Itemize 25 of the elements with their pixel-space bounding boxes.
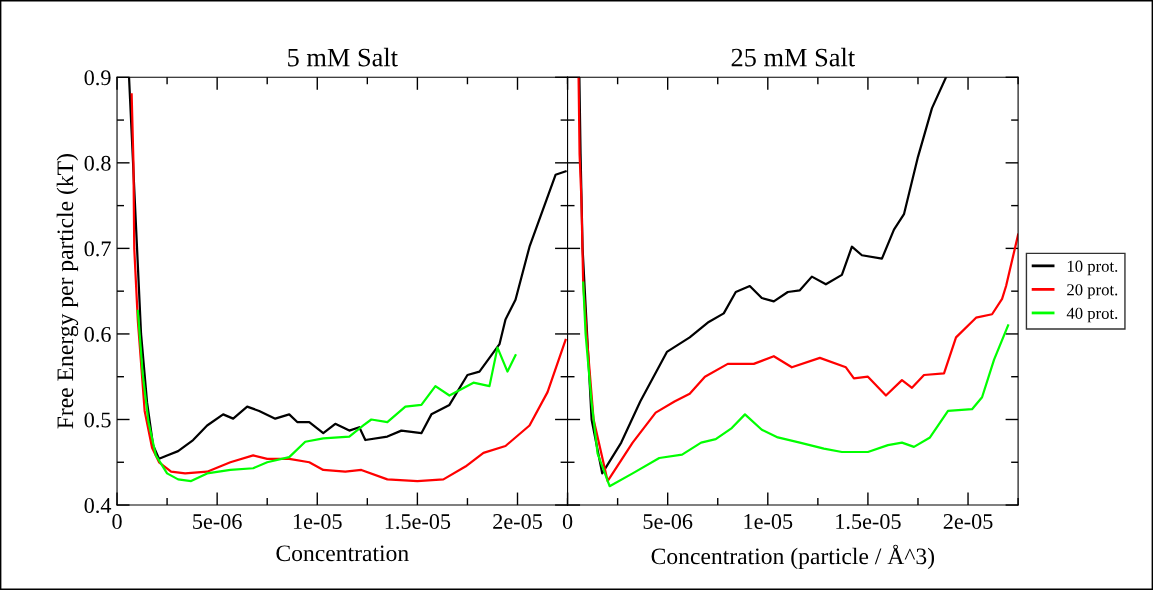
x-axis-title: Concentration: [276, 545, 409, 562]
y-tick-label: 0.5: [84, 412, 111, 428]
chart-title: 25 mM Salt: [731, 47, 855, 67]
x-tick-label: 1e-05: [293, 514, 342, 530]
legend-label: 40 prot.: [1066, 307, 1118, 323]
x-tick-label: 5e-06: [643, 514, 693, 530]
line-series: [136, 309, 517, 483]
y-tick-label: 0.7: [84, 241, 111, 257]
y-tick-label: 0.8: [84, 155, 111, 171]
x-tick-label: 5e-06: [193, 514, 242, 530]
x-tick-label: 1e-05: [744, 514, 793, 530]
x-axis-title: Concentration (particle / Å^3): [651, 544, 935, 570]
y-tick-label: 0.6: [84, 326, 111, 342]
y-tick-label: 0.4: [84, 497, 112, 514]
y-tick-label: 0.9: [84, 70, 111, 86]
legend-label: 20 prot.: [1067, 284, 1118, 299]
x-tick-label: 1.5e-05: [836, 514, 901, 530]
x-tick-label: 0: [562, 514, 573, 530]
chart-title: 5 mM Salt: [288, 47, 398, 67]
x-tick-label: 1.5e-05: [385, 514, 451, 530]
x-tick-label: 2e-05: [493, 514, 542, 530]
x-tick-label: 2e-05: [943, 514, 993, 530]
y-axis-title: Free Energy per particle (kT): [56, 154, 79, 429]
legend-label: 10 prot.: [1067, 260, 1118, 276]
x-tick-label: 0: [112, 514, 122, 530]
